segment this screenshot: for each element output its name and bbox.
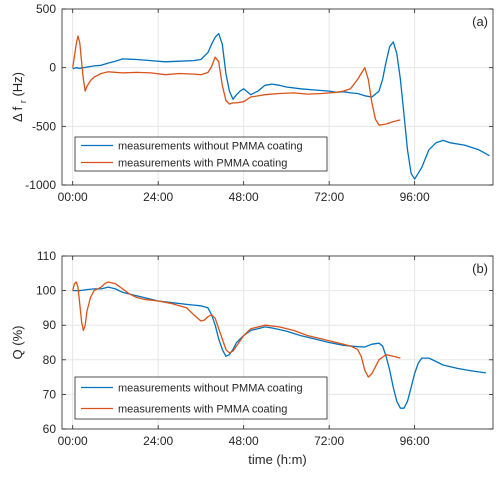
x-tick-label: 48:00 xyxy=(229,190,259,204)
panel-label: (a) xyxy=(472,14,488,29)
y-axis-label: Δ f r (Hz) xyxy=(10,72,28,122)
y-tick-label: 110 xyxy=(37,249,56,263)
legend-label-1: measurements without PMMA coating xyxy=(118,141,303,153)
y-tick-label: 60 xyxy=(43,422,57,436)
x-tick-label: 72:00 xyxy=(314,190,344,204)
series-line-1 xyxy=(72,286,486,409)
x-tick-label: 00:00 xyxy=(58,434,88,448)
panel-label: (b) xyxy=(472,261,488,276)
y-axis-label-main: Δ f xyxy=(10,103,25,122)
y-tick-label: -500 xyxy=(32,119,56,133)
x-axis-label: time (h:m) xyxy=(248,452,307,467)
y-tick-label: 90 xyxy=(43,318,57,332)
x-tick-label: 72:00 xyxy=(314,434,344,448)
y-tick-label: 80 xyxy=(43,353,57,367)
x-tick-label: 96:00 xyxy=(400,434,430,448)
y-tick-label: 0 xyxy=(49,61,56,75)
x-tick-label: 24:00 xyxy=(143,434,173,448)
x-tick-label: 96:00 xyxy=(400,190,430,204)
y-axis-label-unit: (Hz) xyxy=(10,72,25,100)
y-tick-label: -1000 xyxy=(25,178,56,192)
y-axis-label: Q (%) xyxy=(10,326,25,360)
legend-box xyxy=(74,136,328,172)
legend-label-2: measurements with PMMA coating xyxy=(118,158,287,170)
y-axis-label-sub: r xyxy=(18,100,28,103)
legend-label-1: measurements without PMMA coating xyxy=(118,383,303,395)
panel-b-chart: 00:00 24:00 48:00 72:00 96:00 60 70 80 90 100 110 (… xyxy=(10,249,494,467)
series-line-1 xyxy=(72,32,490,180)
legend: measurements without PMMA coating measure… xyxy=(74,136,328,172)
y-tick-label: 500 xyxy=(36,2,56,16)
series-line-2 xyxy=(72,281,401,378)
y-tick-label: 70 xyxy=(43,387,57,401)
panel-a-chart: 00:00 24:00 48:00 72:00 96:00 -1000 -500 0 500 (a… xyxy=(10,2,494,204)
x-tick-label: 00:00 xyxy=(58,190,88,204)
series-line-2 xyxy=(72,35,401,126)
axes-box xyxy=(61,255,494,430)
legend-label-2: measurements with PMMA coating xyxy=(118,404,287,416)
x-tick-label: 24:00 xyxy=(143,190,173,204)
y-tick-label: 100 xyxy=(36,284,56,298)
legend-box xyxy=(74,376,328,420)
x-tick-label: 48:00 xyxy=(229,434,259,448)
legend: measurements without PMMA coating measure… xyxy=(74,376,328,420)
axes-box xyxy=(61,8,494,186)
